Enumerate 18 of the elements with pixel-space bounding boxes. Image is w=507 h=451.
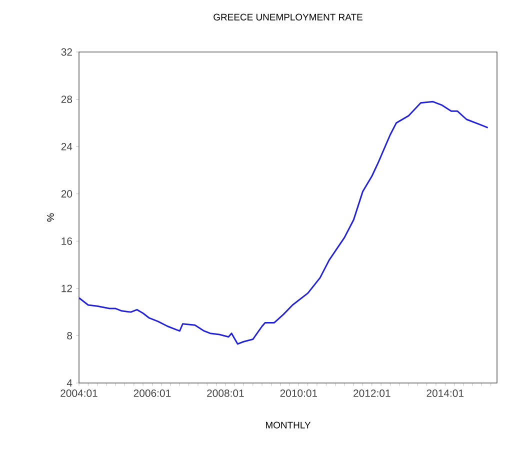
x-tick-label: 2006:01: [134, 390, 171, 397]
y-tick-label: 32: [61, 48, 72, 56]
y-tick-label: 4: [66, 379, 72, 387]
y-tick-label: 8: [67, 332, 72, 340]
x-tick-label: 2004:01: [60, 390, 98, 397]
x-axis-title: MONTHLY: [266, 422, 311, 428]
chart-title: GREECE UNEMPLOYMENT RATE: [214, 14, 362, 20]
y-tick-label: 28: [61, 96, 72, 103]
y-tick-label: 24: [61, 142, 72, 150]
x-tick-label: 2012:01: [354, 390, 390, 397]
x-tick-label: 2010:01: [280, 390, 318, 397]
y-tick-label: 16: [62, 237, 72, 245]
x-tick-label: 2014:01: [426, 390, 464, 397]
x-tick-label: 2008:01: [207, 390, 244, 397]
y-tick-label: 20: [61, 190, 72, 198]
y-axis-title: %: [47, 213, 54, 222]
line-series: [79, 100, 489, 345]
y-tick-label: 12: [62, 284, 72, 292]
